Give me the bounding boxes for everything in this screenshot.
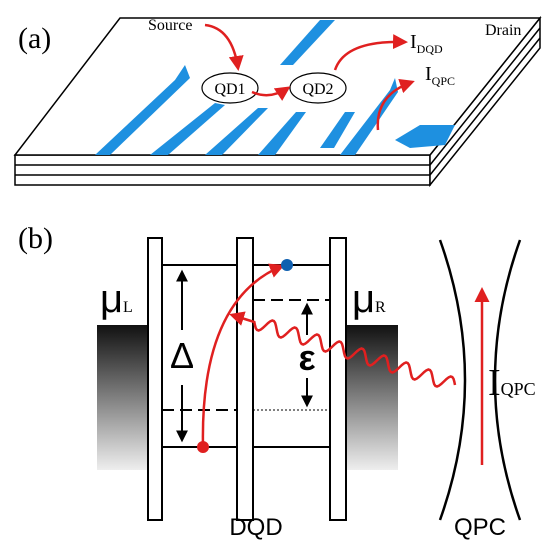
epsilon-label: ε — [298, 337, 315, 378]
drain-label: Drain — [485, 22, 521, 39]
lead-left — [97, 325, 148, 470]
qd1-label: QD1 — [214, 81, 245, 98]
substrate — [15, 18, 540, 185]
panel-label: (b) — [18, 222, 53, 255]
electron — [281, 259, 293, 271]
barriers — [148, 238, 346, 520]
mu-right: μR — [352, 277, 386, 321]
qpc-label: QPC — [454, 514, 506, 541]
qd2-label: QD2 — [302, 81, 333, 98]
panel-label: (a) — [18, 22, 51, 55]
delta-label: Δ — [170, 335, 194, 376]
qpc-current-label: IQPC — [488, 362, 536, 404]
figure: (a) Source Drain QD1 QD2 IDQD IQPC (b) μ… — [0, 0, 554, 547]
source-label: Source — [148, 17, 192, 34]
dqd-label: DQD — [229, 514, 282, 541]
electron — [197, 441, 209, 453]
lead-right — [346, 325, 398, 470]
mu-left: μL — [100, 277, 133, 321]
